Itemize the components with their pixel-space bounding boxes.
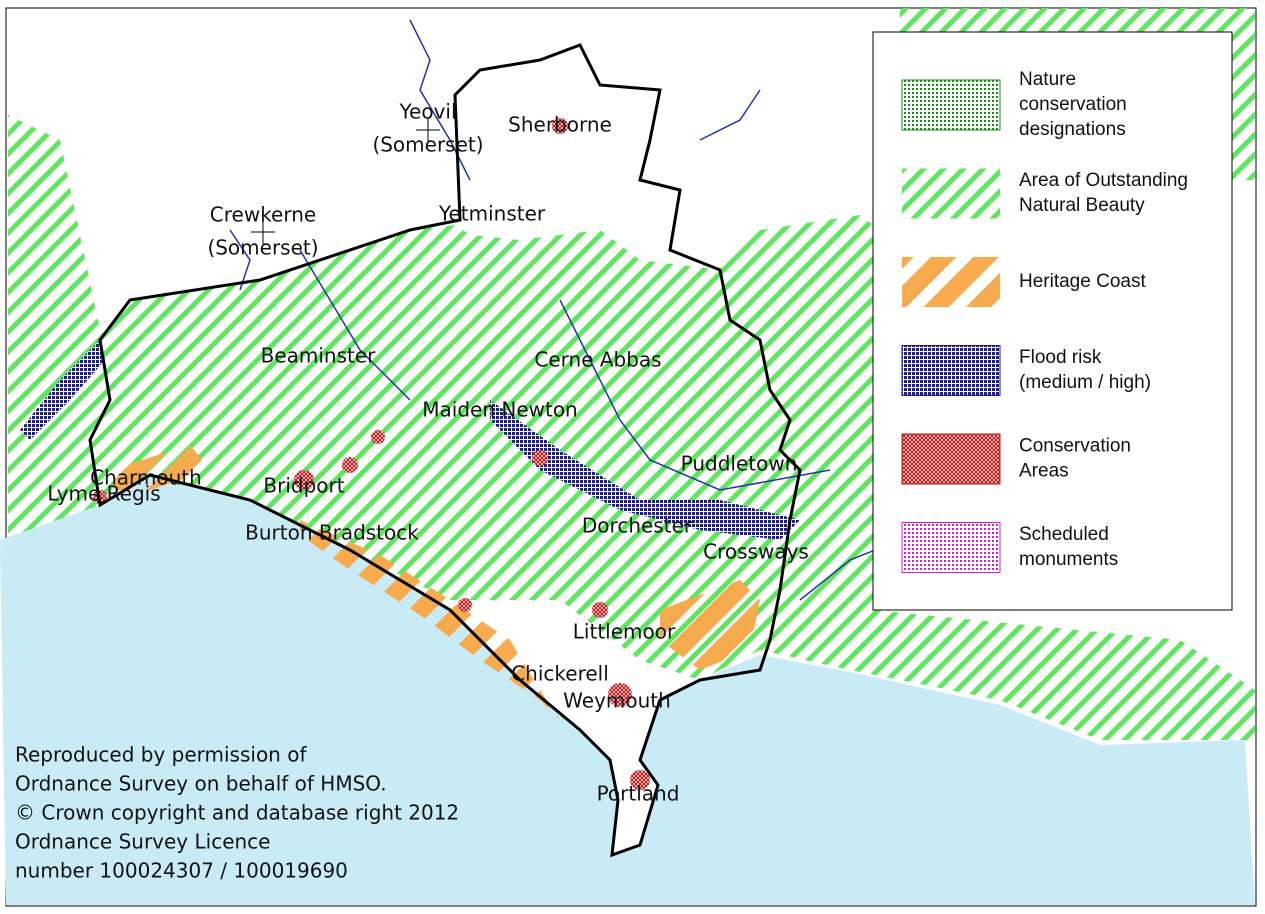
legend-swatch	[902, 168, 1000, 219]
conservation-areas	[93, 118, 650, 790]
aonb-areas	[8, 8, 1255, 740]
legend-label: monuments	[1019, 549, 1118, 570]
place-label: Burton Bradstock	[245, 521, 419, 545]
place-label: Dorchester	[582, 514, 693, 538]
place-label: Sherborne	[508, 113, 612, 137]
legend-label: Areas	[1019, 461, 1069, 482]
place-label: (Somerset)	[207, 236, 318, 260]
legend-label: Flood risk	[1019, 347, 1102, 368]
flood-risk	[20, 340, 800, 540]
place-label: Maiden Newton	[422, 398, 577, 422]
place-label: Charmouth	[90, 466, 202, 490]
legend-label: Area of Outstanding	[1019, 170, 1188, 191]
legend-label: Nature	[1019, 69, 1076, 90]
legend-label: Natural Beauty	[1019, 195, 1145, 216]
place-label: Portland	[597, 782, 680, 806]
town-markers	[251, 118, 440, 244]
credit-line: © Crown copyright and database right 201…	[15, 801, 459, 825]
place-label: Puddletown	[681, 452, 798, 476]
legend-swatch	[901, 433, 1001, 485]
legend-swatch	[902, 257, 1000, 307]
credit-line: Reproduced by permission of	[15, 743, 307, 767]
place-label: Bridport	[263, 474, 344, 498]
credit-line: number 100024307 / 100019690	[15, 859, 348, 883]
place-label: Littlemoor	[573, 620, 676, 644]
legend-label: conservation	[1019, 94, 1127, 115]
legend-label: (medium / high)	[1019, 372, 1151, 393]
legend-label: designations	[1019, 119, 1126, 140]
legend: Nature conservation designations Area of Ou…	[901, 69, 1188, 573]
place-label: Chickerell	[511, 662, 609, 686]
credit: Reproduced by permission of Ordnance Surv…	[15, 743, 459, 883]
place-label: Cerne Abbas	[534, 348, 661, 372]
county-boundary	[88, 43, 802, 858]
sea	[0, 475, 1255, 905]
place-label: Yetminster	[438, 202, 546, 226]
legend-swatch	[901, 345, 1001, 396]
heritage-coast	[110, 445, 760, 720]
credit-line: Ordnance Survey Licence	[15, 830, 270, 854]
place-label: Lyme Regis	[47, 482, 160, 506]
legend-label: Conservation	[1019, 436, 1131, 457]
place-label: Weymouth	[563, 689, 671, 713]
legend-swatch	[901, 522, 1001, 573]
legend-label: Scheduled	[1019, 524, 1109, 545]
legend-swatch	[901, 79, 1001, 131]
place-labels: Yeovil (Somerset) Sherborne Crewkerne (Somer…	[47, 100, 808, 806]
place-label: Crewkerne	[210, 203, 316, 227]
credit-line: Ordnance Survey on behalf of HMSO.	[15, 772, 387, 796]
place-label: Yeovil	[398, 100, 456, 124]
place-label: Beaminster	[261, 344, 377, 368]
place-label: Crossways	[703, 540, 809, 564]
legend-label: Heritage Coast	[1019, 271, 1146, 292]
place-label: (Somerset)	[372, 133, 483, 157]
